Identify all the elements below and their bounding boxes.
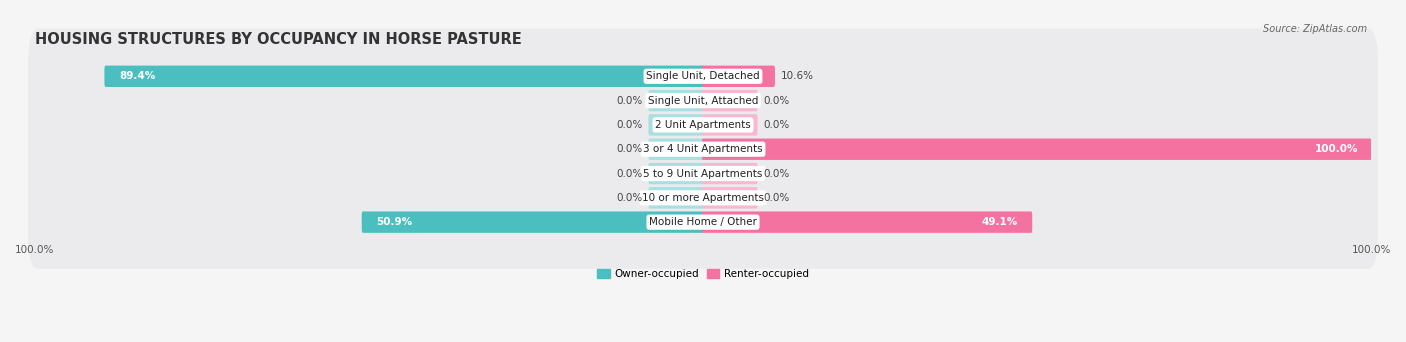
FancyBboxPatch shape [702,114,758,136]
Text: 10.6%: 10.6% [780,71,814,81]
FancyBboxPatch shape [28,102,1378,196]
Text: Single Unit, Attached: Single Unit, Attached [648,96,758,106]
FancyBboxPatch shape [28,29,1378,123]
FancyBboxPatch shape [28,53,1378,147]
Text: 0.0%: 0.0% [617,144,643,154]
FancyBboxPatch shape [702,211,1032,233]
Text: 0.0%: 0.0% [617,169,643,179]
Text: 49.1%: 49.1% [981,217,1018,227]
Text: 100.0%: 100.0% [1315,144,1358,154]
FancyBboxPatch shape [702,90,758,111]
FancyBboxPatch shape [648,187,704,209]
Text: HOUSING STRUCTURES BY OCCUPANCY IN HORSE PASTURE: HOUSING STRUCTURES BY OCCUPANCY IN HORSE… [35,32,522,47]
FancyBboxPatch shape [28,174,1378,269]
Text: 10 or more Apartments: 10 or more Apartments [643,193,763,203]
Text: 0.0%: 0.0% [617,120,643,130]
FancyBboxPatch shape [702,139,1372,160]
FancyBboxPatch shape [28,77,1378,172]
FancyBboxPatch shape [648,114,704,136]
FancyBboxPatch shape [702,187,758,209]
Text: Mobile Home / Other: Mobile Home / Other [650,217,756,227]
FancyBboxPatch shape [648,139,704,160]
FancyBboxPatch shape [702,163,758,184]
Text: 0.0%: 0.0% [617,193,643,203]
Text: 0.0%: 0.0% [763,169,789,179]
Text: 89.4%: 89.4% [120,71,155,81]
Text: Source: ZipAtlas.com: Source: ZipAtlas.com [1263,24,1367,34]
FancyBboxPatch shape [702,66,775,87]
Text: 0.0%: 0.0% [763,120,789,130]
FancyBboxPatch shape [648,163,704,184]
Text: 2 Unit Apartments: 2 Unit Apartments [655,120,751,130]
Text: 50.9%: 50.9% [377,217,412,227]
Text: 5 to 9 Unit Apartments: 5 to 9 Unit Apartments [644,169,762,179]
FancyBboxPatch shape [361,211,704,233]
Legend: Owner-occupied, Renter-occupied: Owner-occupied, Renter-occupied [593,265,813,283]
Text: 0.0%: 0.0% [617,96,643,106]
FancyBboxPatch shape [28,126,1378,220]
FancyBboxPatch shape [648,90,704,111]
Text: Single Unit, Detached: Single Unit, Detached [647,71,759,81]
FancyBboxPatch shape [28,150,1378,245]
Text: 0.0%: 0.0% [763,193,789,203]
Text: 0.0%: 0.0% [763,96,789,106]
Text: 3 or 4 Unit Apartments: 3 or 4 Unit Apartments [643,144,763,154]
FancyBboxPatch shape [104,66,704,87]
